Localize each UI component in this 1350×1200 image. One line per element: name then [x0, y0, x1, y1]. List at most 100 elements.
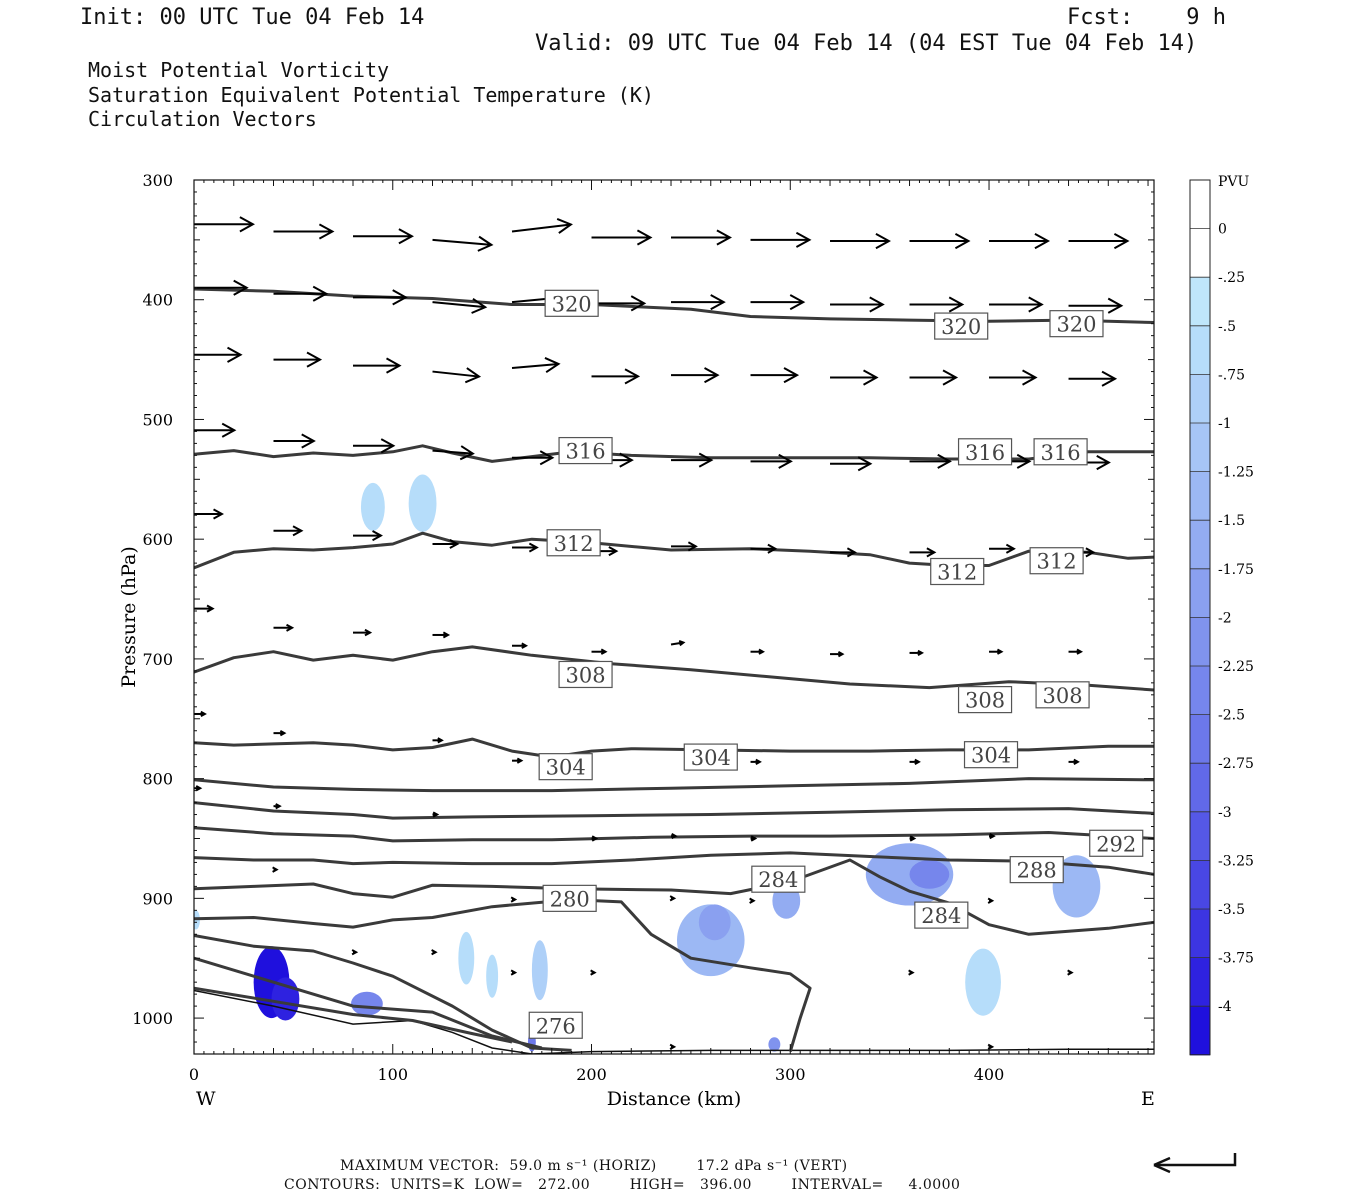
- wind-vector: [1068, 758, 1080, 765]
- wind-vector: [591, 648, 608, 655]
- contour-label-308: 308: [1035, 681, 1090, 709]
- colorbar-swatch: [1190, 180, 1210, 230]
- wind-vector: [431, 949, 438, 956]
- contour-316: [194, 444, 1154, 463]
- pv-patch: [698, 904, 731, 941]
- wind-vector: [1068, 233, 1130, 250]
- wind-vector: [750, 835, 758, 842]
- colorbar-label: -3.5: [1218, 902, 1245, 918]
- west-label: W: [196, 1088, 216, 1110]
- svg-text:284: 284: [921, 904, 961, 928]
- wind-vector: [670, 640, 686, 647]
- wind-vector: [830, 296, 885, 313]
- contour-label-320: 320: [934, 312, 989, 340]
- y-tick-label: 400: [142, 291, 173, 310]
- wind-vector: [989, 296, 1044, 313]
- contour-labels: 320 320 320 316 316 316 312 312 312 308 308 308 304 3…: [528, 289, 1144, 1039]
- wind-vector: [273, 730, 287, 737]
- contour-308: [194, 645, 1154, 692]
- wind-vector: [351, 949, 359, 956]
- x-tick-label: 100: [377, 1065, 408, 1084]
- wind-vector: [591, 295, 647, 312]
- max-vector-note: MAXIMUM VECTOR: 59.0 m s⁻¹ (HORIZ) 17.2 …: [340, 1158, 848, 1174]
- wind-vector: [512, 757, 524, 764]
- contour-312: [194, 531, 1154, 570]
- contour-284: [194, 858, 1154, 936]
- axes: 0 100 200 300 400 300 400 500 600 700 800 900 1000: [132, 171, 1155, 1084]
- title-pv: Moist Potential Vorticity: [88, 58, 390, 82]
- forecast-hour: Fcst: 9 h: [1067, 5, 1226, 30]
- colorbar-label: -2.75: [1218, 756, 1254, 772]
- colorbar-label: -2.5: [1218, 708, 1245, 724]
- colorbar-label: 0: [1218, 222, 1227, 238]
- wind-vector: [510, 969, 518, 976]
- contour-label-284: 284: [914, 901, 969, 929]
- wind-vector: [512, 542, 539, 553]
- wind-vector: [194, 508, 224, 520]
- svg-text:312: 312: [1037, 550, 1077, 574]
- wind-vector: [909, 453, 952, 469]
- svg-text:320: 320: [552, 292, 592, 316]
- x-tick-label: 0: [189, 1065, 199, 1084]
- wind-vector: [989, 233, 1051, 250]
- wind-vector: [353, 438, 396, 454]
- contour-label-320: 320: [1049, 310, 1104, 338]
- wind-vector: [671, 452, 714, 468]
- colorbar-label: -1: [1218, 416, 1232, 432]
- y-tick-label: 700: [142, 650, 173, 669]
- x-axis-title: Distance (km): [607, 1088, 742, 1110]
- wind-vector: [273, 525, 304, 537]
- wind-vector: [432, 235, 494, 252]
- wind-vector: [1068, 370, 1118, 387]
- wind-vector: [353, 530, 383, 542]
- wind-vector: [273, 351, 323, 368]
- wind-vector: [669, 895, 677, 902]
- svg-text:292: 292: [1096, 832, 1136, 856]
- contour-label-320: 320: [544, 289, 599, 317]
- wind-vector: [830, 233, 892, 250]
- colorbar-label: -.25: [1218, 270, 1245, 286]
- wind-vector: [194, 710, 207, 718]
- wind-vector: [432, 367, 482, 384]
- wind-vector: [750, 294, 806, 311]
- wind-vector: [750, 367, 800, 384]
- contour-label-304: 304: [538, 753, 593, 781]
- colorbar-swatch: [1190, 714, 1210, 764]
- svg-text:284: 284: [758, 868, 798, 892]
- valid-time: Valid: 09 UTC Tue 04 Feb 14 (04 EST Tue …: [535, 31, 1198, 56]
- wind-vector: [432, 631, 451, 639]
- colorbar-swatch: [1190, 228, 1210, 278]
- contour-268: [194, 986, 513, 1044]
- cross-section-chart: 320 320 320 316 316 316 312 312 312 308 308 308 304 3…: [118, 171, 1254, 1110]
- wind-vector: [353, 628, 373, 637]
- wind-vector: [273, 433, 316, 449]
- svg-text:304: 304: [691, 746, 731, 770]
- wind-vector: [353, 289, 408, 306]
- title-vectors: Circulation Vectors: [88, 107, 317, 131]
- wind-vector: [750, 543, 778, 554]
- pv-patch: [768, 1037, 781, 1052]
- contour-label-308: 308: [558, 660, 613, 689]
- colorbar-frame: [1189, 179, 1211, 1056]
- circulation-vectors: [194, 216, 1130, 1050]
- contour-300: [194, 777, 1154, 793]
- x-tick-label: 400: [974, 1065, 1005, 1084]
- contour-label-280: 280: [542, 884, 597, 912]
- colorbar-swatch: [1190, 1006, 1210, 1056]
- wind-vector: [273, 623, 295, 632]
- contour-label-308: 308: [957, 686, 1013, 714]
- wind-vector: [590, 969, 597, 976]
- wind-vector: [1067, 969, 1074, 976]
- svg-text:320: 320: [941, 315, 981, 339]
- wind-vector: [512, 642, 529, 649]
- wind-vector: [432, 445, 475, 461]
- wind-vector: [671, 541, 698, 552]
- colorbar-swatch: [1190, 957, 1210, 1007]
- colorbar-label: -1.75: [1218, 562, 1254, 578]
- svg-text:304: 304: [971, 744, 1011, 768]
- wind-vector: [1068, 297, 1124, 314]
- contour-label-316: 316: [558, 436, 613, 465]
- pv-patch: [351, 991, 383, 1016]
- pv-patch: [1052, 855, 1101, 918]
- wind-vector: [750, 758, 762, 765]
